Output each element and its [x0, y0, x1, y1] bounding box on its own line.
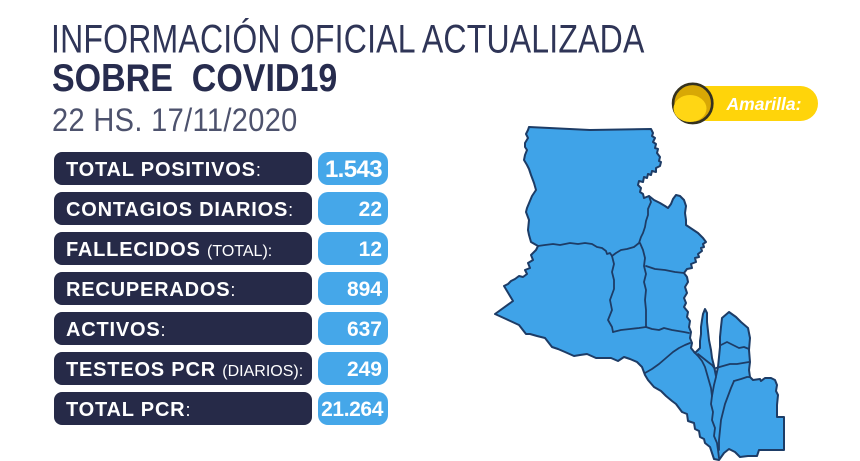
svg-text:Amarilla:: Amarilla: — [726, 94, 802, 114]
